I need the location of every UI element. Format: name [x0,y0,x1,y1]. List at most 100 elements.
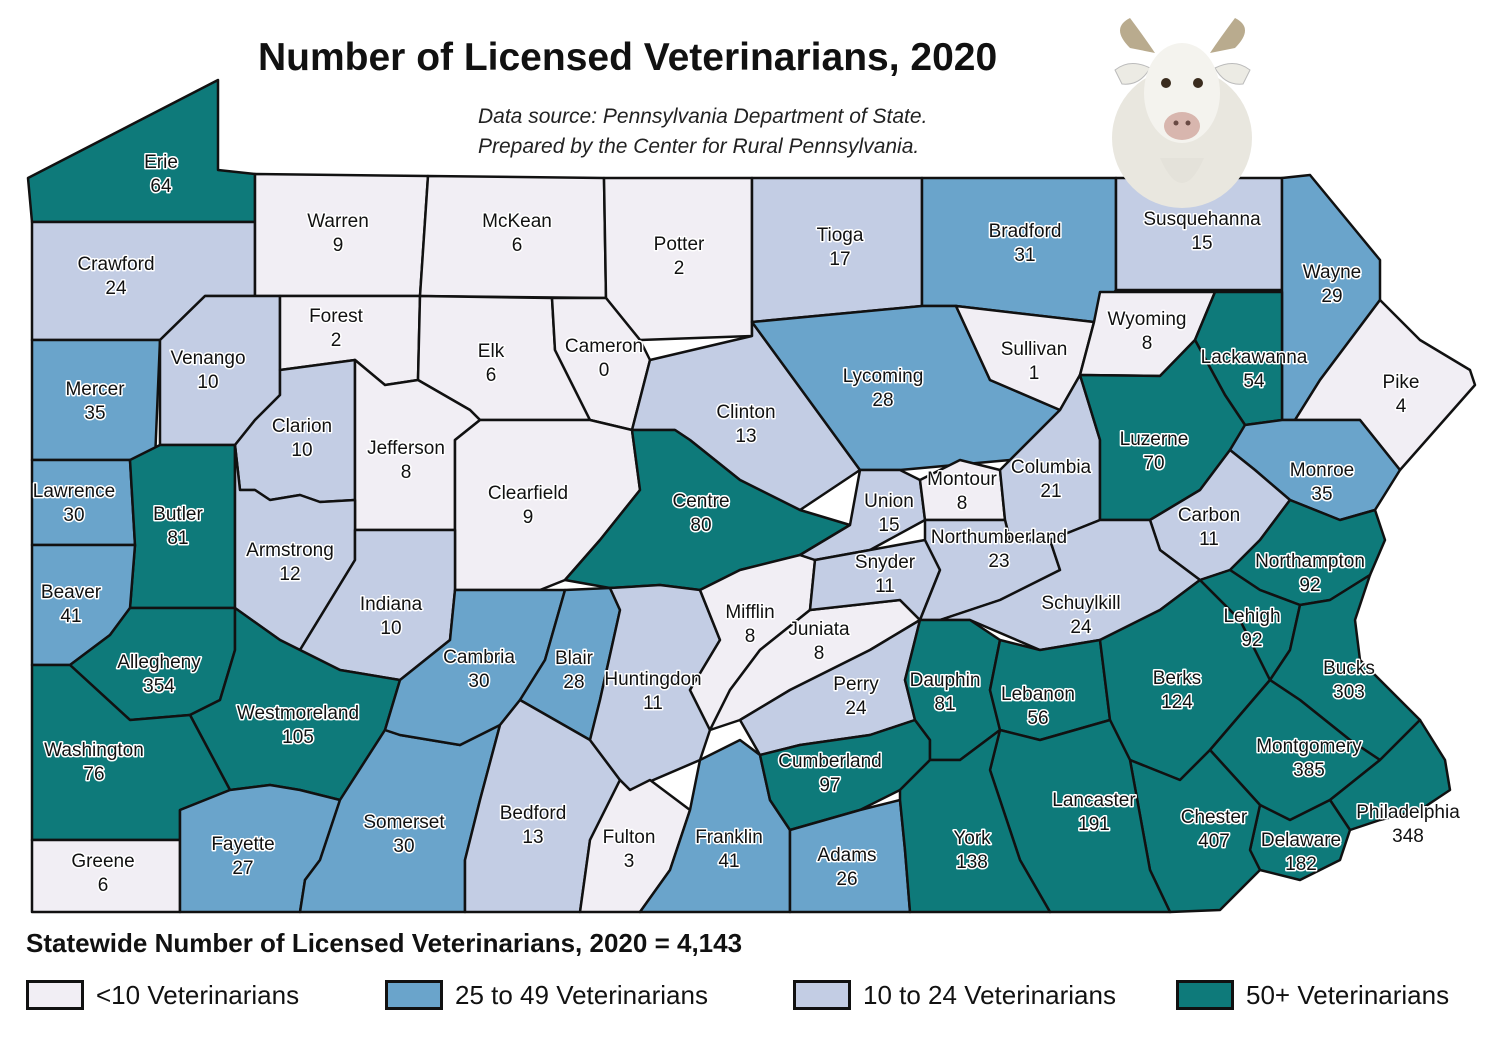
source-line-2: Prepared by the Center for Rural Pennsyl… [478,135,920,158]
legend-swatch [1176,980,1234,1010]
county-value-mckean: 6 [512,235,523,256]
legend-swatch [793,980,851,1010]
county-value-northumberland: 23 [988,551,1009,572]
county-name-columbia: Columbia [1011,457,1092,478]
county-value-tioga: 17 [829,249,850,270]
county-name-york: York [953,828,991,849]
county-value-indiana: 10 [380,618,401,639]
statewide-total: Statewide Number of Licensed Veterinaria… [26,928,743,958]
legend-item-25-49: 25 to 49 Veterinarians [385,978,708,1012]
county-name-allegheny: Allegheny [117,652,201,673]
county-name-indiana: Indiana [360,594,423,615]
county-name-berks: Berks [1153,668,1202,689]
county-value-clarion: 10 [291,440,312,461]
county-name-lebanon: Lebanon [1001,684,1075,705]
legend-label: 50+ Veterinarians [1246,979,1450,1010]
county-name-potter: Potter [654,234,705,255]
legend-item-50plus: 50+ Veterinarians [1176,978,1449,1012]
county-name-lehigh: Lehigh [1223,606,1280,627]
county-name-montgomery: Montgomery [1256,736,1362,757]
county-name-lancaster: Lancaster [1052,790,1136,811]
county-name-franklin: Franklin [695,827,763,848]
county-name-wyoming: Wyoming [1107,309,1186,330]
map-title: Number of Licensed Veterinarians, 2020 [258,36,998,79]
county-lawrence [30,458,137,547]
county-value-franklin: 41 [718,851,739,872]
legend-swatch [26,980,84,1010]
county-value-pike: 4 [1396,396,1407,417]
county-value-berks: 124 [1161,692,1193,713]
county-value-lebanon: 56 [1027,708,1048,729]
county-name-clarion: Clarion [272,416,332,437]
county-value-mercer: 35 [84,403,105,424]
data-source-note: Data source: Pennsylvania Department of … [478,102,927,162]
county-value-monroe: 35 [1311,484,1332,505]
county-name-wayne: Wayne [1303,262,1361,283]
county-name-blair: Blair [555,648,594,669]
county-value-washington: 76 [83,764,104,785]
legend-label: <10 Veterinarians [96,979,300,1010]
county-name-fayette: Fayette [211,834,274,855]
legend-label: 10 to 24 Veterinarians [863,979,1116,1010]
county-value-wayne: 29 [1321,286,1342,307]
county-value-lawrence: 30 [63,505,84,526]
county-value-schuylkill: 24 [1070,617,1092,638]
county-value-wyoming: 8 [1142,333,1153,354]
county-value-luzerne: 70 [1143,453,1164,474]
county-value-montgomery: 385 [1293,760,1325,781]
county-value-sullivan: 1 [1029,363,1040,384]
county-value-perry: 24 [845,698,867,719]
county-name-philadelphia: Philadelphia [1356,802,1460,823]
county-erie [26,78,257,224]
county-value-cameron: 0 [599,360,610,381]
county-value-clearfield: 9 [523,507,534,528]
county-name-pike: Pike [1383,372,1420,393]
county-name-luzerne: Luzerne [1120,429,1189,450]
county-name-mifflin: Mifflin [725,602,774,623]
county-name-delaware: Delaware [1261,830,1341,851]
county-value-susquehanna: 15 [1191,233,1212,254]
county-name-butler: Butler [153,504,203,525]
county-name-fulton: Fulton [603,827,656,848]
county-name-chester: Chester [1181,807,1248,828]
county-name-susquehanna: Susquehanna [1143,209,1261,230]
county-value-northampton: 92 [1299,575,1320,596]
county-value-york: 138 [956,852,988,873]
county-value-centre: 80 [690,515,711,536]
county-value-beaver: 41 [60,606,81,627]
county-name-mckean: McKean [482,211,552,232]
county-name-dauphin: Dauphin [910,670,981,691]
county-name-bedford: Bedford [500,803,567,824]
county-name-tioga: Tioga [817,225,864,246]
county-value-philadelphia: 348 [1392,826,1424,847]
county-value-bradford: 31 [1014,245,1035,266]
county-name-lycoming: Lycoming [843,366,924,387]
county-value-clinton: 13 [735,426,756,447]
goat-image [1112,18,1252,208]
county-butler [128,443,237,610]
county-value-huntingdon: 11 [643,693,663,714]
county-name-erie: Erie [144,152,178,173]
county-name-huntingdon: Huntingdon [604,669,701,690]
county-potter [602,176,754,342]
county-value-lehigh: 92 [1241,630,1262,651]
county-value-juniata: 8 [814,643,825,664]
county-value-carbon: 11 [1199,529,1219,550]
legend-swatch [385,980,443,1010]
county-name-perry: Perry [833,674,879,695]
county-value-cambria: 30 [468,671,489,692]
source-line-1: Data source: Pennsylvania Department of … [478,105,928,128]
county-name-northampton: Northampton [1255,551,1365,572]
county-value-snyder: 11 [875,576,895,597]
county-name-washington: Washington [44,740,144,761]
county-name-elk: Elk [478,341,505,362]
county-name-westmoreland: Westmoreland [237,703,359,724]
county-name-union: Union [864,491,914,512]
county-value-union: 15 [878,515,899,536]
county-value-crawford: 24 [105,278,127,299]
county-value-bucks: 303 [1333,682,1365,703]
county-value-allegheny: 354 [143,676,175,697]
county-value-bedford: 13 [522,827,543,848]
